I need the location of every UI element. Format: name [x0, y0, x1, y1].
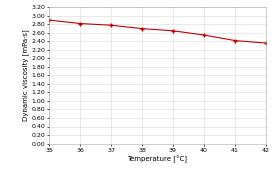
dynamic viscosity [mPa·s]	[48, 19, 51, 21]
dynamic viscosity [mPa·s]	[171, 30, 175, 32]
dynamic viscosity [mPa·s]	[264, 42, 267, 44]
dynamic viscosity [mPa·s]	[79, 22, 82, 25]
Line: dynamic viscosity [mPa·s]: dynamic viscosity [mPa·s]	[47, 18, 268, 45]
dynamic viscosity [mPa·s]	[141, 28, 144, 30]
dynamic viscosity [mPa·s]	[110, 24, 113, 26]
dynamic viscosity [mPa·s]	[233, 39, 236, 42]
X-axis label: Temperature [°C]: Temperature [°C]	[128, 155, 187, 163]
Y-axis label: Dynamic viscosity [mPa·s]: Dynamic viscosity [mPa·s]	[22, 30, 28, 121]
dynamic viscosity [mPa·s]	[202, 34, 206, 36]
